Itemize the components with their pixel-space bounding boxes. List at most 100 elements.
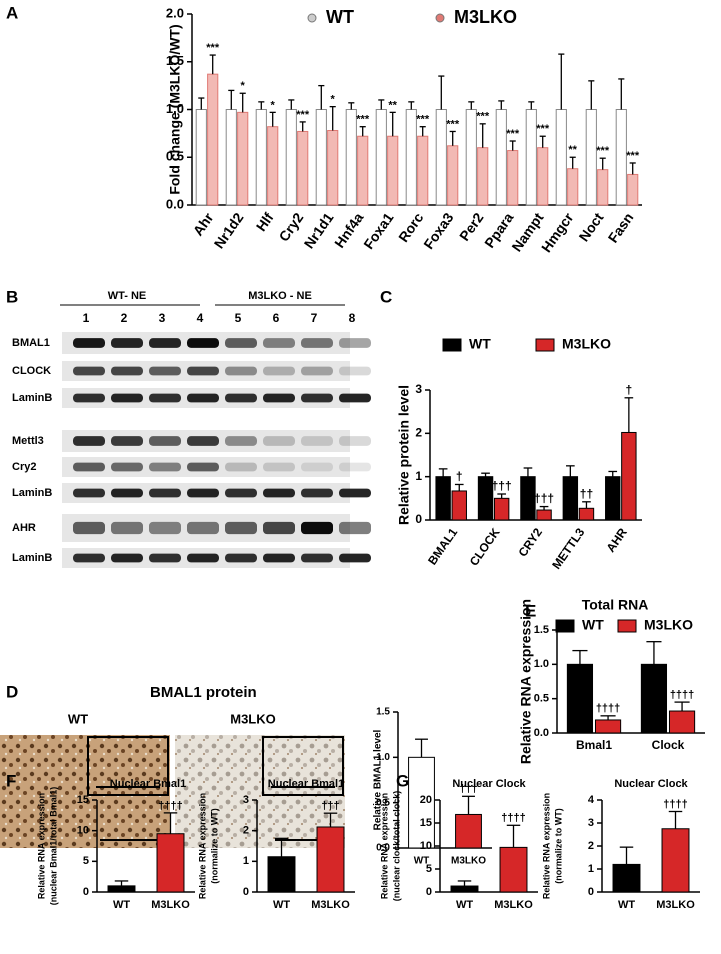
- blot-band: [73, 338, 105, 348]
- blot-band: [225, 462, 257, 472]
- bar: [387, 135, 399, 206]
- bar: [507, 150, 519, 206]
- bar: [297, 130, 309, 206]
- bar: [578, 507, 595, 521]
- bar: [525, 109, 537, 206]
- significance: ††: [580, 487, 593, 501]
- y-tick-label: 2: [243, 825, 249, 837]
- legend-label: WT: [469, 336, 491, 352]
- blot-band: [263, 393, 295, 403]
- blot-band: [225, 436, 257, 446]
- y-axis-label: (nuclear clock/total clock): [391, 791, 401, 902]
- blot-band: [339, 521, 371, 535]
- significance: ***: [626, 150, 640, 162]
- significance: ††††: [663, 798, 687, 810]
- bar: [156, 833, 185, 893]
- significance: ††††: [501, 812, 525, 824]
- blot-band: [339, 366, 371, 376]
- y-tick-label: 0.5: [534, 693, 549, 705]
- bar: [451, 490, 467, 521]
- y-axis-label: Relative protein level: [396, 385, 412, 525]
- blot-band: [187, 553, 219, 563]
- significance: *: [331, 94, 336, 106]
- significance: ***: [596, 145, 610, 157]
- blot-band: [111, 488, 143, 498]
- bar: [612, 863, 641, 893]
- bar: [477, 476, 494, 521]
- y-axis-label: Relative RNA expression: [541, 793, 551, 899]
- y-axis-label: Fold change (M3LKO/WT): [167, 24, 183, 194]
- blot-band: [187, 393, 219, 403]
- blot-band: [149, 393, 181, 403]
- blot-band: [111, 366, 143, 376]
- chart-title: Nuclear Clock: [452, 778, 526, 790]
- blot-band: [263, 436, 295, 446]
- blot-band: [149, 488, 181, 498]
- histology-title: BMAL1 protein: [150, 684, 257, 701]
- y-tick-label: 5: [426, 863, 432, 875]
- lane-label: 4: [197, 311, 204, 325]
- bar: [536, 509, 552, 521]
- blot-band: [225, 338, 257, 348]
- legend-label: M3LKO: [454, 7, 517, 27]
- panel-letter: E: [525, 601, 536, 620]
- lane-label: 3: [159, 311, 166, 325]
- blot-band: [73, 553, 105, 563]
- y-tick-label: 1: [243, 855, 249, 867]
- significance: *: [241, 80, 246, 92]
- bar: [255, 109, 267, 206]
- blot-band: [111, 462, 143, 472]
- y-tick-label: 0.5: [166, 149, 184, 164]
- bar: [615, 109, 627, 206]
- bar: [594, 719, 622, 734]
- blot-band: [149, 462, 181, 472]
- x-tick-label: Foxa3: [420, 209, 456, 251]
- panel-letter: G: [396, 771, 409, 790]
- x-tick-label: M3LKO: [451, 856, 486, 867]
- y-tick-label: 4: [588, 794, 595, 806]
- y-axis-label: (normalize to WT): [553, 808, 563, 884]
- bar: [597, 169, 609, 206]
- significance: †††: [492, 479, 512, 493]
- bar: [435, 109, 447, 206]
- y-tick-label: 3: [415, 382, 422, 396]
- blot-row-label: CLOCK: [12, 365, 51, 377]
- blot-row-label: Cry2: [12, 461, 36, 473]
- y-tick-label: 0: [588, 886, 594, 898]
- blot-band: [187, 462, 219, 472]
- x-tick-label: Hlf: [253, 209, 277, 234]
- blot-band: [263, 488, 295, 498]
- bar: [566, 663, 594, 734]
- blot-band: [301, 436, 333, 446]
- blot-band: [111, 553, 143, 563]
- bar: [267, 126, 279, 206]
- significance: ***: [506, 128, 520, 140]
- lane-label: 2: [121, 311, 128, 325]
- x-tick-label: M3LKO: [311, 899, 350, 911]
- chart-title: Nuclear Bmal1: [110, 778, 186, 790]
- blot-band: [73, 393, 105, 403]
- lane-label: 8: [349, 311, 356, 325]
- image-label: M3LKO: [230, 711, 276, 726]
- x-tick-label: M3LKO: [151, 899, 190, 911]
- blot-band: [225, 366, 257, 376]
- x-tick-label: Nr1d1: [301, 209, 337, 251]
- chart-title: Total RNA: [582, 597, 649, 613]
- y-tick-label: 1: [588, 863, 594, 875]
- y-tick-label: 5: [83, 855, 89, 867]
- blot-band: [225, 393, 257, 403]
- y-tick-label: 2: [588, 840, 594, 852]
- x-tick-label: Fasn: [605, 210, 637, 246]
- significance: ***: [446, 118, 460, 130]
- bar: [605, 476, 621, 521]
- bar: [267, 856, 296, 893]
- blot-band: [339, 436, 371, 446]
- y-tick-label: 1: [415, 469, 422, 483]
- blot-band: [225, 521, 257, 535]
- bar: [627, 173, 639, 206]
- bar: [477, 147, 489, 206]
- blot-band: [187, 366, 219, 376]
- blot-band: [225, 488, 257, 498]
- legend-label: M3LKO: [562, 336, 611, 352]
